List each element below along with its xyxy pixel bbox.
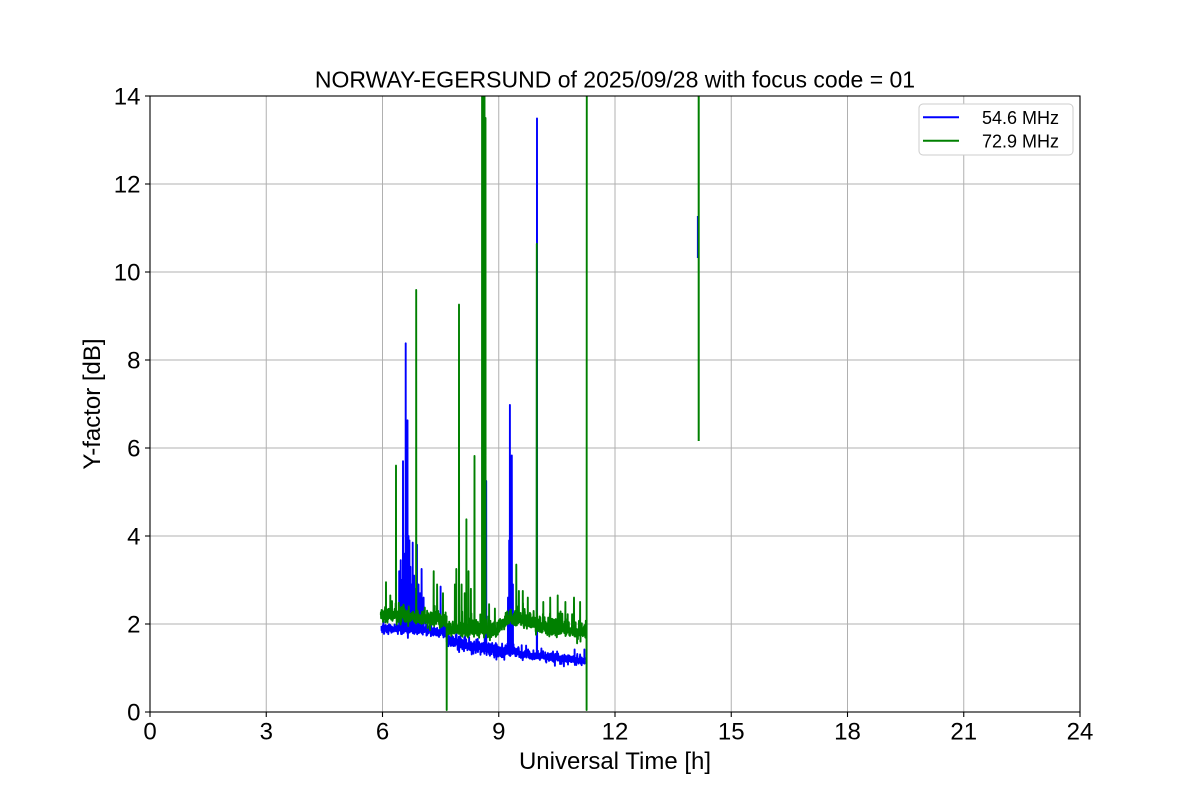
svg-text:6: 6 [127, 436, 140, 463]
svg-text:0: 0 [143, 719, 156, 746]
svg-text:3: 3 [260, 719, 273, 746]
svg-text:24: 24 [1067, 719, 1094, 746]
svg-text:14: 14 [114, 84, 141, 111]
svg-text:18: 18 [834, 719, 861, 746]
svg-text:12: 12 [602, 719, 629, 746]
svg-text:9: 9 [492, 719, 505, 746]
svg-text:15: 15 [718, 719, 745, 746]
svg-text:10: 10 [114, 260, 141, 287]
svg-text:Universal Time [h]: Universal Time [h] [519, 748, 711, 775]
svg-text:4: 4 [127, 524, 140, 551]
svg-text:72.9 MHz: 72.9 MHz [982, 131, 1059, 151]
svg-text:12: 12 [114, 172, 141, 199]
svg-text:8: 8 [127, 348, 140, 375]
svg-text:6: 6 [376, 719, 389, 746]
svg-text:21: 21 [950, 719, 977, 746]
svg-text:NORWAY-EGERSUND of 2025/09/28: NORWAY-EGERSUND of 2025/09/28 with focus… [315, 67, 915, 93]
svg-text:2: 2 [127, 612, 140, 639]
svg-text:54.6 MHz: 54.6 MHz [982, 108, 1059, 128]
svg-text:Y-factor [dB]: Y-factor [dB] [79, 338, 106, 469]
svg-text:0: 0 [127, 700, 140, 727]
